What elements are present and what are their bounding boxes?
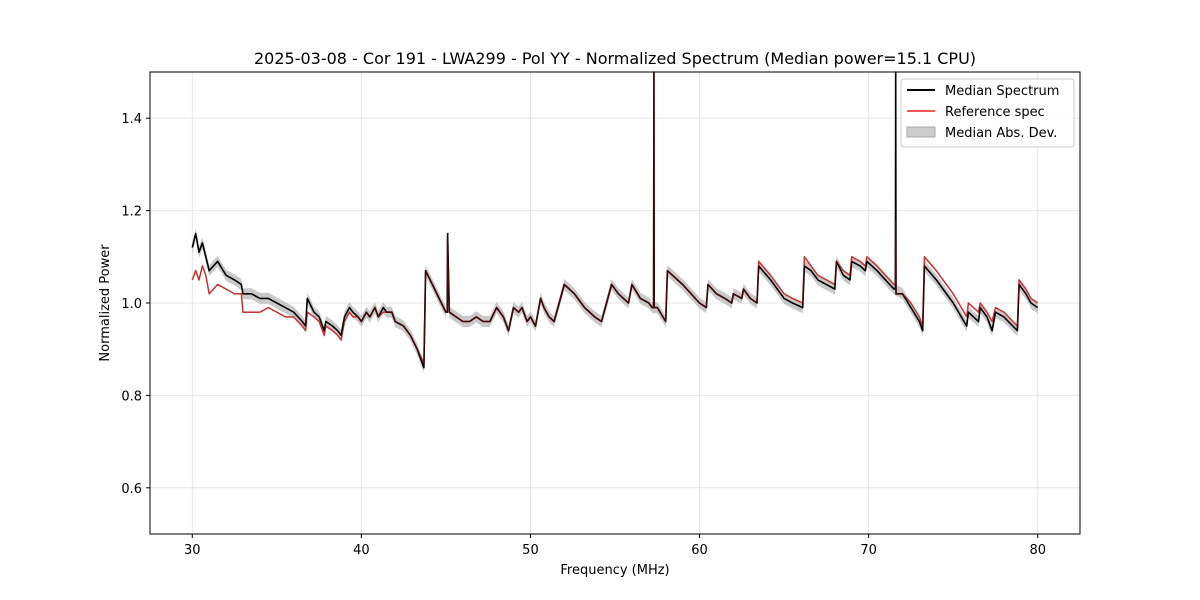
x-tick-label: 50	[522, 543, 539, 558]
x-axis-label: Frequency (MHz)	[560, 563, 669, 578]
y-tick-label: 1.2	[121, 205, 142, 220]
y-axis-label: Normalized Power	[98, 244, 113, 362]
grid	[150, 72, 1080, 534]
legend-median-label: Median Spectrum	[945, 84, 1059, 99]
x-tick-label: 70	[860, 543, 877, 558]
x-tick-label: 80	[1029, 543, 1046, 558]
x-tick-label: 40	[353, 543, 370, 558]
y-tick-label: 0.8	[121, 389, 142, 404]
x-tick-label: 60	[691, 543, 708, 558]
legend-reference-label: Reference spec	[945, 105, 1045, 120]
mad-band	[192, 228, 1038, 374]
mad-band-area	[192, 228, 1038, 374]
legend-mad-swatch	[906, 126, 936, 138]
legend-box	[900, 78, 1075, 148]
legend-mad-label: Median Abs. Dev.	[945, 126, 1057, 141]
y-tick-label: 0.6	[121, 482, 142, 497]
legend: Median Spectrum Reference spec Median Ab…	[900, 78, 1075, 148]
x-tick-label: 30	[184, 543, 201, 558]
y-tick-label: 1.4	[121, 112, 142, 127]
series-layer	[191, 71, 1039, 369]
y-tick-label: 1.0	[121, 297, 142, 312]
ticks: 30 40 50 60 70 80 0.6 0.8 1.0 1.2 1.4	[121, 112, 1046, 558]
chart-title: 2025-03-08 - Cor 191 - LWA299 - Pol YY -…	[254, 49, 976, 68]
reference-overlap-line	[191, 71, 1038, 364]
